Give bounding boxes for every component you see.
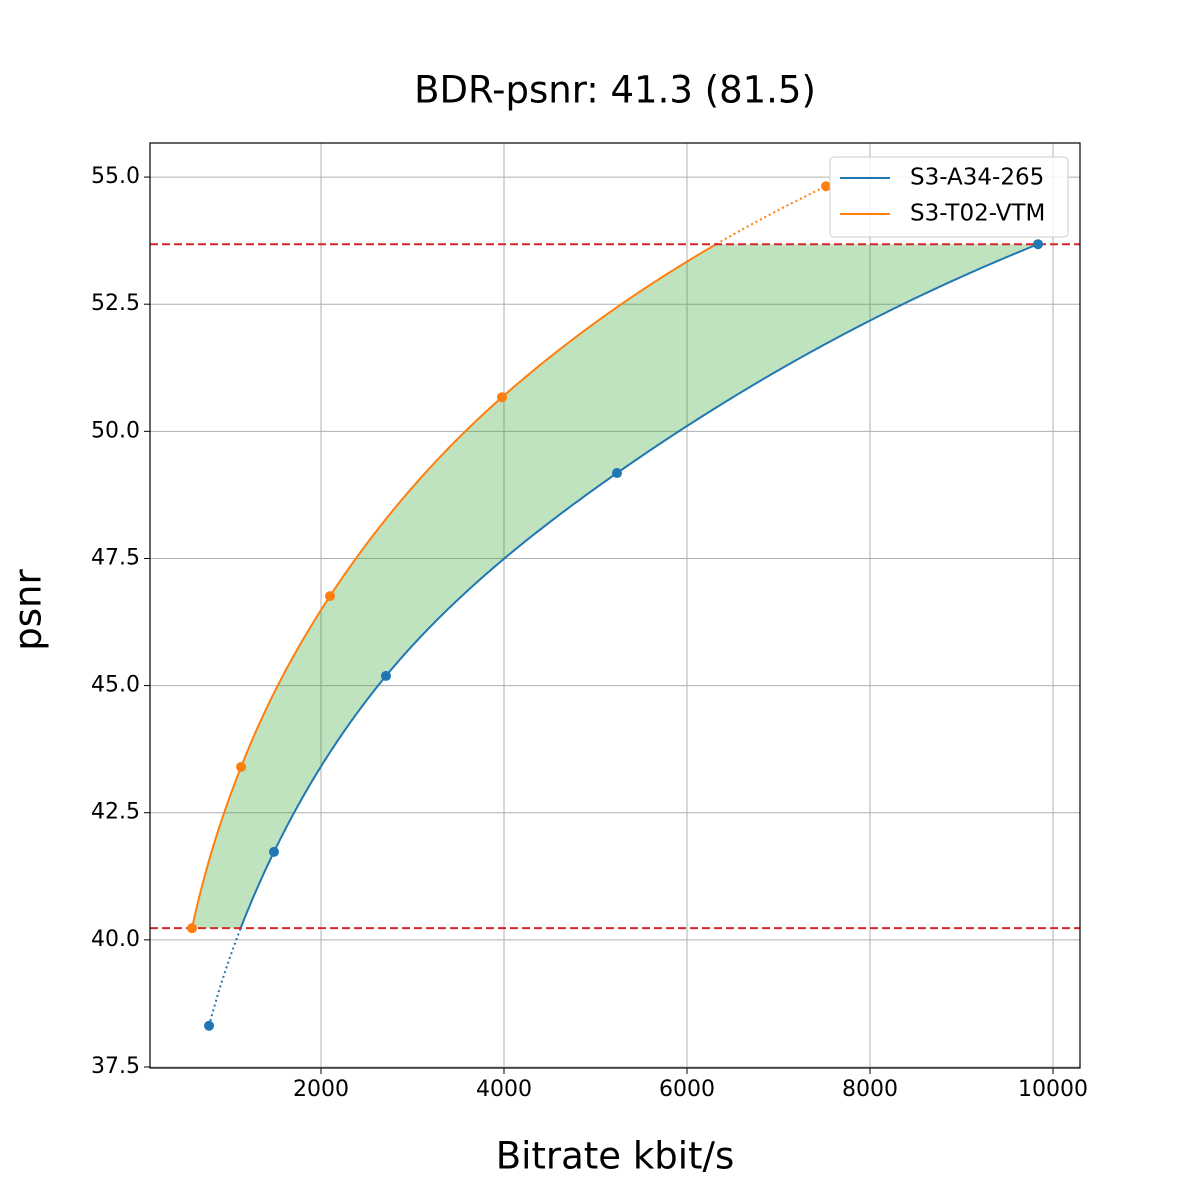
x-tick-label: 6000 — [659, 1077, 715, 1102]
x-tick-label: 4000 — [476, 1077, 532, 1102]
data-point — [186, 923, 197, 934]
data-point — [496, 392, 507, 403]
y-tick-label: 52.5 — [91, 291, 140, 316]
data-point — [380, 670, 391, 681]
legend: S3-A34-265 S3-T02-VTM — [829, 156, 1069, 238]
y-tick-label: 50.0 — [91, 418, 140, 443]
data-point — [1033, 239, 1044, 250]
plot-frame — [149, 142, 1081, 1069]
chart-title: BDR-psnr: 41.3 (81.5) — [414, 69, 816, 112]
fit-curve — [239, 243, 1039, 929]
x-tick-label: 10000 — [1018, 1077, 1088, 1102]
fit-curve — [191, 243, 717, 929]
x-tick-label: 2000 — [293, 1077, 349, 1102]
data-point — [324, 591, 335, 602]
fit-curve-extrapolated — [208, 927, 242, 1027]
y-tick-label: 37.5 — [91, 1054, 140, 1079]
data-point — [268, 846, 279, 857]
data-point — [820, 181, 831, 192]
y-tick-label: 42.5 — [91, 800, 140, 825]
legend-label: S3-A34-265 — [910, 165, 1044, 191]
y-tick-label: 47.5 — [91, 545, 140, 570]
data-point — [204, 1020, 215, 1031]
y-tick-label: 45.0 — [91, 673, 140, 698]
legend-label: S3-T02-VTM — [910, 201, 1045, 227]
data-point — [612, 468, 623, 479]
x-tick-label: 8000 — [842, 1077, 898, 1102]
fit-curve-extrapolated — [715, 185, 827, 246]
data-point — [236, 761, 247, 772]
y-tick-label: 40.0 — [91, 927, 140, 952]
y-tick-label: 55.0 — [91, 164, 140, 189]
x-axis-label: Bitrate kbit/s — [496, 1135, 735, 1178]
y-axis-label: psnr — [7, 569, 50, 651]
bd-area — [192, 244, 1038, 929]
